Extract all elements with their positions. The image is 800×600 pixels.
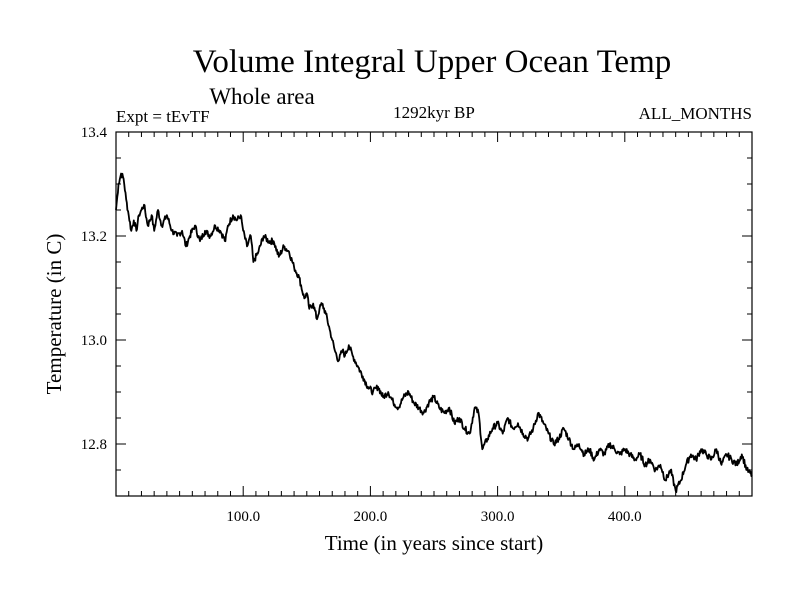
- axis-ticks: [116, 132, 752, 496]
- y-tick-label: 13.2: [81, 229, 107, 245]
- x-tick-label: 100.0: [226, 509, 260, 525]
- period-label: 1292kyr BP: [393, 103, 475, 122]
- temperature-series-line: [115, 172, 753, 494]
- y-tick-label: 13.0: [81, 333, 107, 349]
- plot-frame: [115, 131, 753, 497]
- y-tick-label: 13.4: [81, 125, 108, 141]
- x-axis-label: Time (in years since start): [325, 531, 544, 555]
- y-axis-label: Temperature (in C): [42, 234, 66, 395]
- chart-subtitle: Whole area: [209, 84, 314, 109]
- chart-title: Volume Integral Upper Ocean Temp: [193, 44, 671, 80]
- y-tick-label: 12.8: [81, 437, 107, 453]
- experiment-label: Expt = tEvTF: [116, 107, 210, 126]
- x-tick-label: 300.0: [481, 509, 515, 525]
- months-label: ALL_MONTHS: [639, 104, 752, 123]
- x-tick-label: 200.0: [354, 509, 388, 525]
- axis-tick-labels: 100.0 200.0 300.0 400.0 12.8 13.0 13.2 13.4: [81, 125, 642, 525]
- x-tick-label: 400.0: [608, 509, 642, 525]
